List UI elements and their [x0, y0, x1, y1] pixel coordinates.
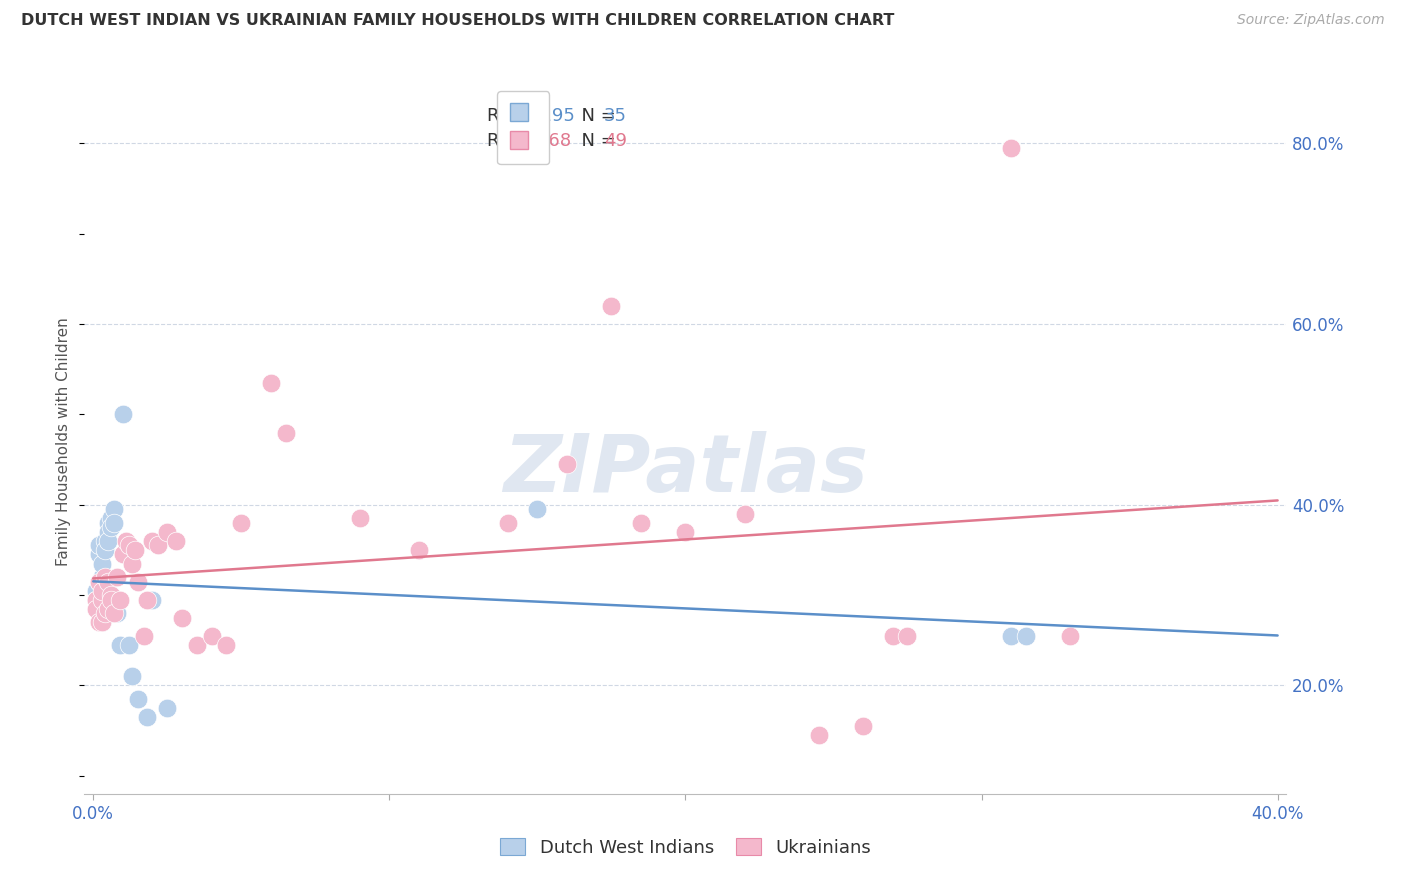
Point: [118, 538, 141, 552]
Point: [807, 728, 830, 742]
Point: [156, 701, 179, 715]
Point: [97, 516, 120, 530]
Point: [141, 592, 163, 607]
Point: [91, 583, 114, 598]
Point: [84, 601, 107, 615]
Point: [231, 516, 253, 530]
Y-axis label: Family Households with Children: Family Households with Children: [56, 318, 72, 566]
Point: [108, 592, 131, 607]
Text: -0.195: -0.195: [517, 107, 575, 125]
Point: [852, 719, 875, 733]
Point: [84, 592, 107, 607]
Point: [121, 557, 143, 571]
Point: [496, 516, 519, 530]
Point: [274, 425, 297, 440]
Point: [408, 543, 430, 558]
Point: [103, 516, 125, 530]
Point: [201, 629, 224, 643]
Text: DUTCH WEST INDIAN VS UKRAINIAN FAMILY HOUSEHOLDS WITH CHILDREN CORRELATION CHART: DUTCH WEST INDIAN VS UKRAINIAN FAMILY HO…: [21, 13, 894, 29]
Point: [121, 669, 143, 683]
Point: [94, 570, 117, 584]
Point: [91, 615, 114, 630]
Point: [100, 588, 122, 602]
Point: [1000, 629, 1022, 643]
Point: [124, 543, 146, 558]
Text: R =: R =: [486, 107, 526, 125]
Point: [97, 592, 120, 607]
Point: [186, 638, 208, 652]
Text: N =: N =: [569, 107, 621, 125]
Point: [100, 592, 122, 607]
Point: [103, 502, 125, 516]
Point: [111, 408, 134, 422]
Point: [91, 615, 114, 630]
Text: 49: 49: [603, 132, 627, 150]
Point: [1059, 629, 1081, 643]
Point: [135, 710, 157, 724]
Point: [170, 610, 193, 624]
Point: [89, 574, 111, 589]
Point: [127, 574, 149, 589]
Point: [675, 524, 697, 539]
Point: [97, 574, 120, 589]
Point: [135, 592, 157, 607]
Point: [111, 548, 134, 562]
Point: [100, 592, 122, 607]
Point: [600, 299, 623, 313]
Text: ZIPatlas: ZIPatlas: [503, 431, 868, 508]
Point: [91, 592, 114, 607]
Text: 35: 35: [603, 107, 627, 125]
Point: [94, 533, 117, 548]
Point: [108, 638, 131, 652]
Point: [105, 606, 128, 620]
Point: [94, 606, 117, 620]
Point: [215, 638, 238, 652]
Point: [896, 629, 918, 643]
Point: [132, 629, 155, 643]
Point: [141, 533, 163, 548]
Point: [94, 592, 117, 607]
Point: [91, 570, 114, 584]
Legend: Dutch West Indians, Ukrainians: Dutch West Indians, Ukrainians: [491, 829, 880, 866]
Point: [103, 606, 125, 620]
Point: [526, 502, 548, 516]
Text: Source: ZipAtlas.com: Source: ZipAtlas.com: [1237, 13, 1385, 28]
Point: [882, 629, 904, 643]
Point: [94, 592, 117, 607]
Point: [97, 524, 120, 539]
Point: [89, 574, 111, 589]
Point: [148, 538, 170, 552]
Text: N =: N =: [569, 132, 621, 150]
Point: [1015, 629, 1038, 643]
Point: [118, 638, 141, 652]
Point: [91, 557, 114, 571]
Point: [94, 543, 117, 558]
Point: [630, 516, 652, 530]
Text: 0.168: 0.168: [520, 132, 572, 150]
Point: [114, 533, 136, 548]
Point: [97, 601, 120, 615]
Point: [89, 538, 111, 552]
Point: [84, 583, 107, 598]
Point: [156, 524, 179, 539]
Point: [734, 507, 756, 521]
Text: R =: R =: [486, 132, 531, 150]
Point: [100, 520, 122, 534]
Point: [555, 457, 578, 471]
Point: [127, 692, 149, 706]
Point: [105, 570, 128, 584]
Point: [349, 511, 371, 525]
Point: [89, 592, 111, 607]
Point: [84, 592, 107, 607]
Point: [91, 579, 114, 593]
Point: [89, 548, 111, 562]
Point: [1000, 141, 1022, 155]
Point: [260, 376, 283, 390]
Point: [89, 615, 111, 630]
Point: [165, 533, 187, 548]
Point: [100, 511, 122, 525]
Point: [97, 533, 120, 548]
